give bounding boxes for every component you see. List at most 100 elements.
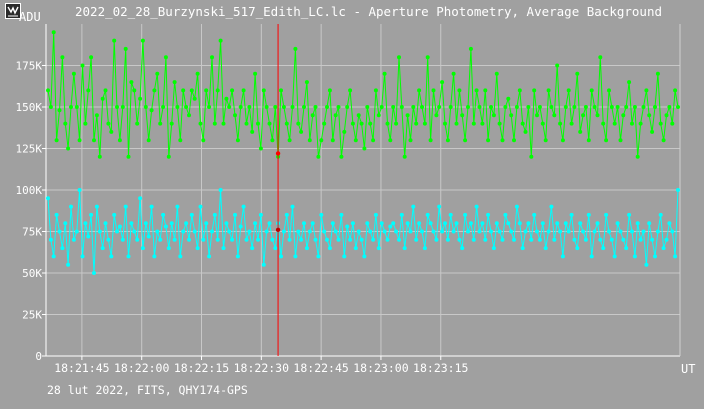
cyan-series-point xyxy=(408,229,413,234)
green-series-point xyxy=(152,88,157,93)
cyan-series-point xyxy=(66,262,71,267)
green-series-point xyxy=(601,121,606,126)
green-series-point xyxy=(569,121,574,126)
cyan-series-point xyxy=(448,212,453,217)
cyan-series-point xyxy=(399,212,404,217)
green-series-point xyxy=(325,105,329,109)
cyan-series-point xyxy=(428,221,433,226)
green-series-point xyxy=(181,88,186,93)
cyan-series-point xyxy=(540,221,545,226)
cyan-series-point xyxy=(362,254,367,259)
green-series-point xyxy=(92,138,96,143)
green-series-point xyxy=(572,105,577,109)
green-series-point xyxy=(417,88,422,93)
cyan-series-point xyxy=(163,224,168,229)
cyan-series-point xyxy=(477,229,482,234)
green-series-point xyxy=(273,105,278,109)
cyan-series-point xyxy=(474,204,479,209)
y-tick-label: 25K xyxy=(22,309,42,322)
cyan-series-point xyxy=(578,221,583,226)
cyan-series-point xyxy=(664,237,669,242)
green-series-point xyxy=(506,96,511,101)
cyan-series-point xyxy=(348,237,353,242)
y-tick-label: 50K xyxy=(22,267,42,280)
cyan-series-point xyxy=(575,246,580,251)
green-series-point xyxy=(138,96,143,101)
green-series-point xyxy=(428,138,433,143)
cyan-series-point xyxy=(500,237,505,242)
x-tick-label: 18:22:30 xyxy=(234,361,289,375)
cyan-series-point xyxy=(517,221,522,226)
cyan-series-point xyxy=(615,221,620,226)
green-series-point xyxy=(609,105,614,109)
y-tick-label: 125K xyxy=(16,143,43,156)
curve-app-icon[interactable] xyxy=(5,3,21,19)
green-series-point xyxy=(126,154,131,159)
cyan-series-point xyxy=(233,212,237,217)
cyan-series-point xyxy=(46,196,50,201)
green-series-point xyxy=(221,121,226,126)
cyan-series-point xyxy=(512,237,516,242)
green-series-point xyxy=(448,105,453,109)
cyan-series-point xyxy=(661,246,666,251)
green-series-point xyxy=(595,113,600,118)
green-series-point xyxy=(149,108,154,113)
green-series-point xyxy=(560,138,565,143)
cyan-series-point xyxy=(178,254,183,259)
green-series-point xyxy=(230,88,235,93)
green-series-point xyxy=(330,138,335,143)
cyan-series-point xyxy=(440,229,445,234)
cyan-series-point xyxy=(161,212,166,217)
cyan-series-point xyxy=(422,246,427,251)
title-bar: 2022_02_28_Burzynski_517_Edith_LC.lc - A… xyxy=(0,0,704,24)
cyan-series-point xyxy=(468,221,473,226)
cyan-series-point xyxy=(319,212,324,217)
green-series-point xyxy=(235,138,240,143)
cyan-series-point xyxy=(627,212,632,217)
green-series-point xyxy=(621,113,626,118)
green-series-point xyxy=(641,105,646,109)
green-series-point xyxy=(66,146,71,151)
y-tick-label: 100K xyxy=(16,184,43,197)
cyan-series-point xyxy=(532,212,537,217)
cyan-series-point xyxy=(466,229,470,234)
green-series-point xyxy=(296,121,301,126)
green-series-point xyxy=(566,88,571,93)
cyan-series-point xyxy=(258,212,263,217)
cyan-series-point xyxy=(158,237,163,242)
green-series-point xyxy=(345,105,350,109)
cyan-series-point xyxy=(486,212,491,217)
green-series-point xyxy=(638,121,643,126)
green-series-point xyxy=(618,138,623,143)
green-series-point xyxy=(512,138,516,143)
green-series-point xyxy=(434,113,439,118)
cyan-series-point xyxy=(595,221,600,226)
green-series-point xyxy=(379,105,384,109)
cyan-series-point xyxy=(350,221,355,226)
cyan-series-point xyxy=(250,246,255,251)
cyan-series-point xyxy=(244,237,249,242)
cyan-series xyxy=(46,188,680,275)
cyan-series-line xyxy=(47,189,679,274)
green-series-point xyxy=(256,121,260,126)
x-tick-label: 18:21:45 xyxy=(54,361,109,375)
cyan-series-point xyxy=(155,229,160,234)
green-series-point xyxy=(63,121,68,126)
cyan-series-point xyxy=(92,271,96,275)
green-series-point xyxy=(210,55,214,60)
green-series-point xyxy=(489,105,493,109)
cyan-series-point xyxy=(647,221,652,226)
green-series-point xyxy=(463,138,468,143)
green-series-point xyxy=(517,88,522,93)
green-series-point xyxy=(158,121,163,126)
y-axis-label: ADU xyxy=(19,10,41,24)
cyan-series-point xyxy=(342,254,347,259)
green-series-point xyxy=(644,88,649,93)
cyan-series-point xyxy=(172,237,177,242)
time-cursor[interactable] xyxy=(275,24,281,356)
green-series-point xyxy=(143,105,148,109)
cyan-series-point xyxy=(494,221,499,226)
green-series-point xyxy=(212,121,217,126)
green-series-point xyxy=(368,121,373,126)
